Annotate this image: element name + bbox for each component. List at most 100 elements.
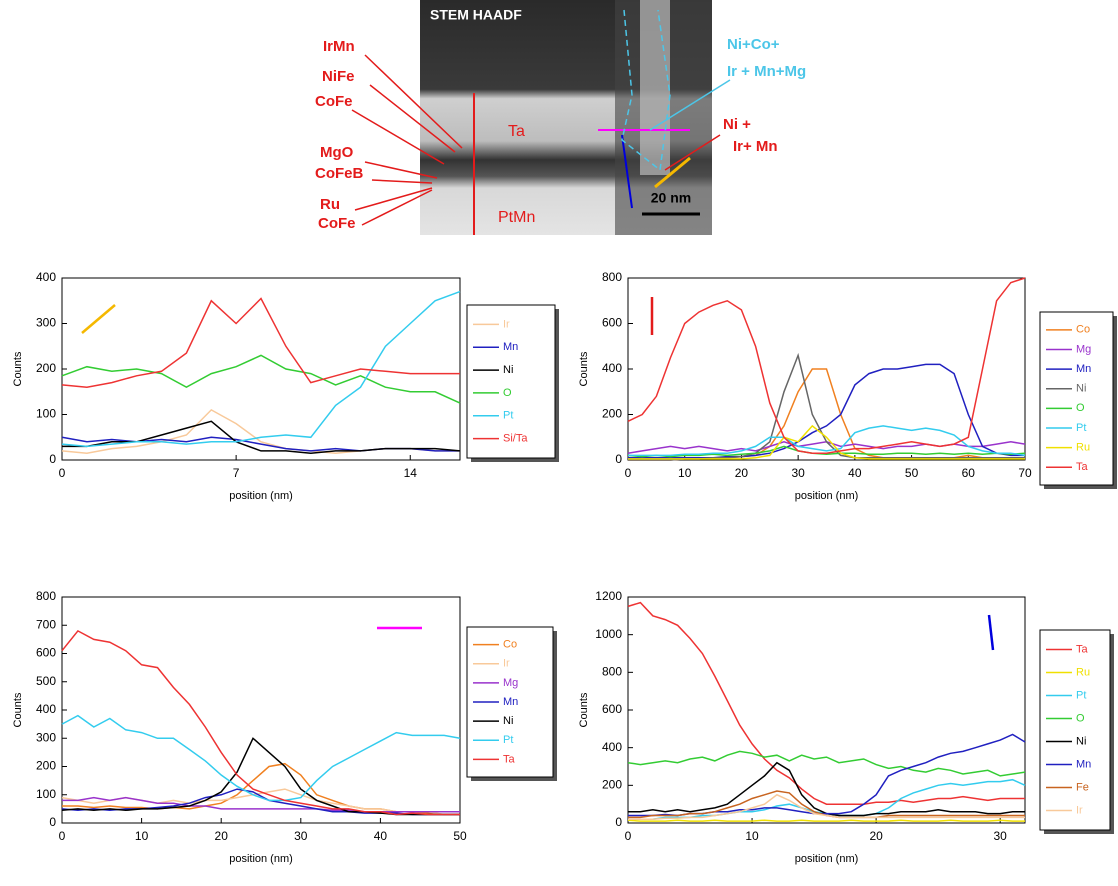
x-tick-label: 10 bbox=[745, 829, 759, 843]
legend-label: Pt bbox=[503, 734, 513, 746]
legend-label: Mn bbox=[503, 696, 518, 708]
legend-label: Mn bbox=[1076, 363, 1091, 375]
pointer-lines bbox=[351, 54, 721, 226]
series-line bbox=[628, 761, 1025, 817]
y-tick-label: 0 bbox=[49, 452, 56, 466]
x-axis-label: position (nm) bbox=[229, 853, 293, 865]
y-tick-label: 800 bbox=[602, 665, 622, 679]
legend-label: Ru bbox=[1076, 441, 1090, 453]
x-tick-label: 0 bbox=[625, 466, 632, 480]
series-line bbox=[627, 601, 1025, 805]
layer-label: CoFeB bbox=[315, 165, 364, 182]
legend-label: Ni bbox=[503, 715, 513, 727]
series-line bbox=[62, 420, 461, 454]
series-line bbox=[61, 714, 461, 802]
outline bbox=[621, 9, 671, 172]
legend-label: Co bbox=[503, 638, 517, 650]
x-tick-label: 40 bbox=[374, 829, 388, 843]
legend-label: Co bbox=[1076, 324, 1090, 336]
series-line bbox=[628, 425, 1026, 457]
x-axis-label: position (nm) bbox=[795, 490, 859, 502]
x-tick-label: 60 bbox=[962, 466, 976, 480]
y-tick-label: 100 bbox=[36, 787, 56, 801]
series-line bbox=[627, 750, 1026, 777]
micrograph: STEM HAADF Ta PtMn 20 nm IrMn NiFe CoFe … bbox=[315, 0, 806, 235]
x-tick-label: 40 bbox=[848, 466, 862, 480]
scan-arrow bbox=[621, 134, 633, 209]
series-line bbox=[61, 297, 460, 388]
region-label: Ta bbox=[508, 123, 525, 140]
x-tick-label: 30 bbox=[294, 829, 308, 843]
y-tick-label: 600 bbox=[602, 702, 622, 716]
x-tick-label: 70 bbox=[1018, 466, 1032, 480]
x-tick-label: 20 bbox=[215, 829, 229, 843]
legend-label: Ir bbox=[1076, 804, 1083, 816]
y-tick-label: 200 bbox=[36, 759, 56, 773]
edge-label: Ir + Mn+Mg bbox=[727, 63, 806, 80]
legend-label: Ni bbox=[1076, 735, 1086, 747]
y-tick-label: 0 bbox=[615, 452, 622, 466]
legend-label: Fe bbox=[1076, 781, 1089, 793]
scale-bar-label: 20 nm bbox=[651, 190, 691, 206]
x-tick-label: 30 bbox=[791, 466, 805, 480]
legend-label: Ni bbox=[1076, 383, 1086, 395]
y-tick-label: 800 bbox=[602, 270, 622, 284]
x-axis-label: position (nm) bbox=[795, 853, 859, 865]
series-line bbox=[61, 408, 460, 454]
legend-label: Ir bbox=[503, 658, 510, 670]
y-tick-label: 1200 bbox=[595, 589, 622, 603]
x-tick-label: 30 bbox=[994, 829, 1008, 843]
x-tick-label: 14 bbox=[404, 466, 418, 480]
y-tick-label: 200 bbox=[602, 407, 622, 421]
y-tick-label: 800 bbox=[36, 589, 56, 603]
y-tick-label: 600 bbox=[36, 646, 56, 660]
layer-label: MgO bbox=[320, 144, 354, 161]
series-line bbox=[61, 737, 460, 816]
x-tick-label: 20 bbox=[869, 829, 883, 843]
y-axis-label: Counts bbox=[12, 692, 24, 727]
legend-label: Ni bbox=[503, 364, 513, 376]
legend-label: Ta bbox=[1076, 643, 1089, 655]
x-tick-label: 0 bbox=[59, 466, 66, 480]
direction-icons bbox=[81, 297, 995, 651]
series-line bbox=[61, 629, 460, 816]
x-tick-label: 0 bbox=[59, 829, 66, 843]
x-tick-label: 50 bbox=[453, 829, 467, 843]
x-tick-label: 0 bbox=[625, 829, 632, 843]
series-line bbox=[628, 363, 1025, 459]
x-tick-label: 10 bbox=[678, 466, 692, 480]
x-tick-label: 7 bbox=[233, 466, 240, 480]
y-tick-label: 500 bbox=[36, 674, 56, 688]
scan-arrow bbox=[654, 156, 691, 189]
layer-label: CoFe bbox=[315, 93, 353, 110]
chart: 0 100 200 300 400 500 600 700 800 0 10 20 30 40 50 posi… bbox=[12, 589, 557, 865]
y-tick-label: 300 bbox=[36, 730, 56, 744]
legend bbox=[1039, 629, 1111, 831]
chart: 0 200 400 600 800 0 10 20 30 40 50 60 70 position (nm… bbox=[578, 270, 1117, 502]
series-line bbox=[627, 819, 1025, 822]
legend-label: O bbox=[503, 387, 512, 399]
y-tick-label: 300 bbox=[36, 316, 56, 330]
legend-label: Mg bbox=[1076, 343, 1091, 355]
legend-label: Si/Ta bbox=[503, 432, 528, 444]
series-line bbox=[628, 733, 1026, 817]
y-tick-label: 600 bbox=[602, 316, 622, 330]
series-line bbox=[61, 354, 461, 404]
y-axis-label: Counts bbox=[578, 351, 590, 386]
legend-label: Mn bbox=[1076, 758, 1091, 770]
y-tick-label: 0 bbox=[49, 815, 56, 829]
y-tick-label: 0 bbox=[615, 815, 622, 829]
x-tick-label: 10 bbox=[135, 829, 149, 843]
legend-label: Ir bbox=[503, 318, 510, 330]
legend-label: Mg bbox=[503, 677, 518, 689]
y-axis-label: Counts bbox=[12, 351, 24, 386]
plot-area bbox=[61, 277, 461, 461]
y-tick-label: 400 bbox=[36, 702, 56, 716]
layer-label: IrMn bbox=[323, 38, 355, 55]
legend-label: O bbox=[1076, 402, 1085, 414]
edge-label: Ni + bbox=[723, 116, 751, 133]
y-tick-label: 700 bbox=[36, 617, 56, 631]
edge-label: Ir+ Mn bbox=[733, 138, 778, 155]
legend-label: Ta bbox=[1076, 461, 1089, 473]
